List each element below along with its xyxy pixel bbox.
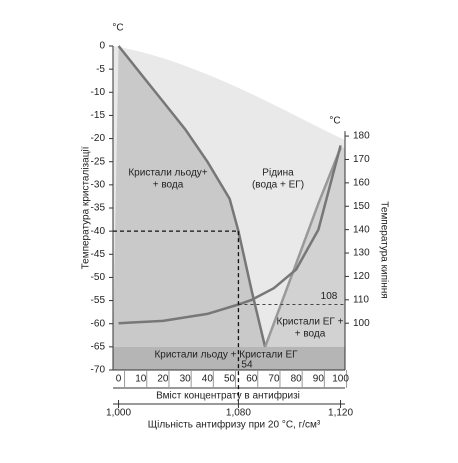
x-tick-label: 60 (246, 374, 258, 385)
x-tick-label: 10 (135, 374, 147, 385)
region-label: Кристали ЕГ + (277, 317, 344, 328)
x-tick-label: 90 (313, 374, 325, 385)
ice-region (113, 46, 266, 347)
y2-tick-label: 100 (353, 318, 370, 329)
x2-axis-title: Щільність антифризу при 20 °C, г/см³ (148, 419, 321, 431)
eg-region (265, 147, 345, 347)
region-label: Рідина (262, 168, 294, 179)
x2-tick-label: 1,080 (226, 408, 251, 419)
solid-region (113, 346, 345, 370)
marker-label: 54 (241, 360, 253, 371)
region-label: Кристали льоду + Кристали ЕГ (154, 350, 298, 361)
y2-unit: °C (329, 116, 340, 127)
y2-tick-label: 180 (353, 131, 370, 142)
curve (118, 145, 342, 325)
y2-tick-label: 170 (353, 154, 370, 165)
y2-tick-label: 140 (353, 224, 370, 235)
x-tick-label: 80 (291, 374, 303, 385)
y-tick-label: -55 (91, 295, 106, 306)
y2-tick-label: 120 (353, 271, 370, 282)
y-tick-label: -10 (91, 87, 106, 98)
y-tick-label: -25 (91, 156, 106, 167)
y-tick-label: -45 (91, 249, 106, 260)
x2-tick-label: 1,000 (106, 408, 131, 419)
x-tick-label: 40 (202, 374, 214, 385)
y-unit: °C (112, 23, 123, 34)
y-tick-label: -60 (91, 318, 106, 329)
region-label: (вода + ЕГ) (252, 180, 304, 191)
y-tick-label: -15 (91, 110, 106, 121)
region-label: + вода (153, 180, 184, 191)
x-tick-label: 20 (157, 374, 169, 385)
x-tick-label: 70 (268, 374, 280, 385)
y2-tick-label: 160 (353, 177, 370, 188)
y-tick-label: -70 (91, 365, 106, 376)
y-axis-title: Температура кристалізації (81, 146, 92, 269)
x-tick-label: 50 (224, 374, 236, 385)
y-tick-label: -50 (91, 272, 106, 283)
x-tick-label: 0 (116, 374, 122, 385)
region-label: + вода (295, 329, 326, 340)
y-tick-label: 0 (99, 41, 105, 52)
y-tick-label: -5 (96, 64, 105, 75)
y-tick-label: -40 (91, 226, 106, 237)
y2-tick-label: 130 (353, 248, 370, 259)
y-tick-label: -20 (91, 133, 106, 144)
y-tick-label: -35 (91, 203, 106, 214)
y-tick-label: -65 (91, 341, 106, 352)
curve (117, 45, 267, 348)
x2-tick-label: 1,120 (328, 408, 353, 419)
y2-axis-title: Температура кипіння (378, 201, 389, 298)
y2-tick-label: 110 (353, 294, 369, 305)
x-tick-label: 30 (180, 374, 192, 385)
y2-tick-label: 150 (353, 201, 370, 212)
curve (263, 147, 342, 348)
x-axis-title: Вміст концентрату в антифризі (156, 390, 300, 402)
marker-label: 108 (321, 291, 338, 302)
x-tick-label: 100 (332, 374, 349, 385)
y-tick-label: -30 (91, 179, 106, 190)
region-label: Кристали льоду+ (128, 168, 207, 179)
